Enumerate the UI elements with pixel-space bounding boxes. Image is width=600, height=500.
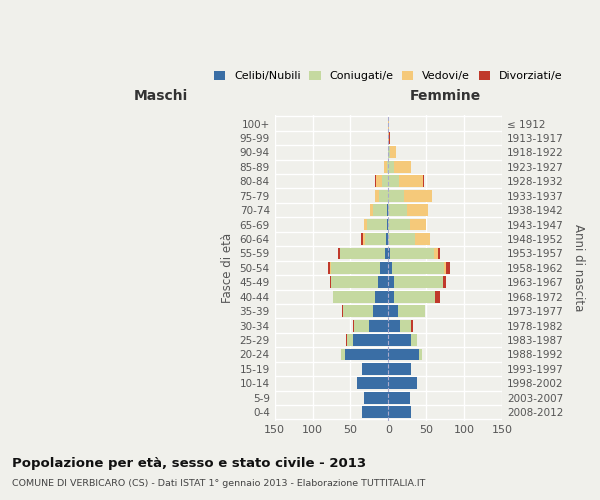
Bar <box>388 406 411 418</box>
Legend: Celibi/Nubili, Coniugati/e, Vedovi/e, Divorziati/e: Celibi/Nubili, Coniugati/e, Vedovi/e, Di… <box>212 68 565 84</box>
Bar <box>362 363 388 375</box>
Bar <box>373 204 387 216</box>
Bar <box>338 248 340 260</box>
Bar <box>388 262 392 274</box>
Bar <box>353 334 388 346</box>
Bar <box>388 190 404 202</box>
Bar <box>388 233 415 245</box>
Bar <box>388 276 394 288</box>
Bar <box>388 118 389 130</box>
Bar <box>364 218 367 230</box>
Bar <box>367 218 387 230</box>
Bar <box>388 132 389 144</box>
Bar <box>419 348 422 360</box>
Bar <box>373 305 388 317</box>
Bar <box>390 146 396 158</box>
Bar <box>411 334 417 346</box>
Text: COMUNE DI VERBICARO (CS) - Dati ISTAT 1° gennaio 2013 - Elaborazione TUTTITALIA.: COMUNE DI VERBICARO (CS) - Dati ISTAT 1°… <box>12 479 425 488</box>
Bar <box>384 161 387 173</box>
Bar <box>382 176 388 187</box>
Bar <box>388 378 417 389</box>
Bar <box>398 305 425 317</box>
Bar <box>331 262 380 274</box>
Bar <box>370 320 388 332</box>
Bar <box>437 248 440 260</box>
Bar <box>361 233 364 245</box>
Bar <box>387 204 388 216</box>
Bar <box>374 291 388 302</box>
Bar <box>374 176 376 187</box>
Bar <box>394 291 434 302</box>
Bar <box>342 305 343 317</box>
Bar <box>388 146 390 158</box>
Bar <box>376 190 379 202</box>
Bar <box>376 176 382 187</box>
Bar <box>340 248 385 260</box>
Bar <box>364 392 388 404</box>
Bar <box>434 248 437 260</box>
Bar <box>386 233 388 245</box>
Bar <box>330 276 331 288</box>
Bar <box>388 176 399 187</box>
Bar <box>399 176 423 187</box>
Bar <box>415 233 430 245</box>
Bar <box>387 161 388 173</box>
Bar <box>388 218 410 230</box>
Bar <box>328 262 330 274</box>
Y-axis label: Fasce di età: Fasce di età <box>221 233 234 303</box>
Bar <box>407 204 428 216</box>
Bar <box>388 248 390 260</box>
Bar <box>364 233 365 245</box>
Bar <box>389 132 390 144</box>
Bar <box>354 320 370 332</box>
Bar <box>388 348 419 360</box>
Bar <box>388 334 411 346</box>
Bar <box>380 262 388 274</box>
Bar <box>379 190 388 202</box>
Bar <box>434 291 440 302</box>
Text: Maschi: Maschi <box>134 88 188 102</box>
Bar <box>392 262 443 274</box>
Bar <box>362 406 388 418</box>
Bar <box>365 233 386 245</box>
Bar <box>404 190 433 202</box>
Bar <box>330 262 331 274</box>
Bar <box>370 204 373 216</box>
Bar <box>446 262 450 274</box>
Bar <box>388 392 410 404</box>
Bar <box>410 218 426 230</box>
Bar <box>394 161 411 173</box>
Bar <box>356 378 388 389</box>
Bar <box>423 176 424 187</box>
Bar <box>388 320 400 332</box>
Bar <box>388 161 394 173</box>
Bar <box>378 276 388 288</box>
Bar <box>341 348 345 360</box>
Bar <box>333 291 374 302</box>
Bar <box>387 218 388 230</box>
Bar <box>347 334 353 346</box>
Bar <box>385 248 388 260</box>
Bar <box>388 305 398 317</box>
Bar <box>345 348 388 360</box>
Text: Popolazione per età, sesso e stato civile - 2013: Popolazione per età, sesso e stato civil… <box>12 458 366 470</box>
Bar <box>346 334 347 346</box>
Y-axis label: Anni di nascita: Anni di nascita <box>572 224 585 312</box>
Bar <box>390 248 434 260</box>
Bar <box>388 291 394 302</box>
Bar <box>443 276 446 288</box>
Bar <box>343 305 373 317</box>
Text: Femmine: Femmine <box>410 88 481 102</box>
Bar <box>400 320 411 332</box>
Bar <box>388 363 411 375</box>
Bar <box>353 320 354 332</box>
Bar <box>411 320 413 332</box>
Bar <box>331 276 378 288</box>
Bar <box>394 276 443 288</box>
Bar <box>443 262 446 274</box>
Bar <box>388 204 407 216</box>
